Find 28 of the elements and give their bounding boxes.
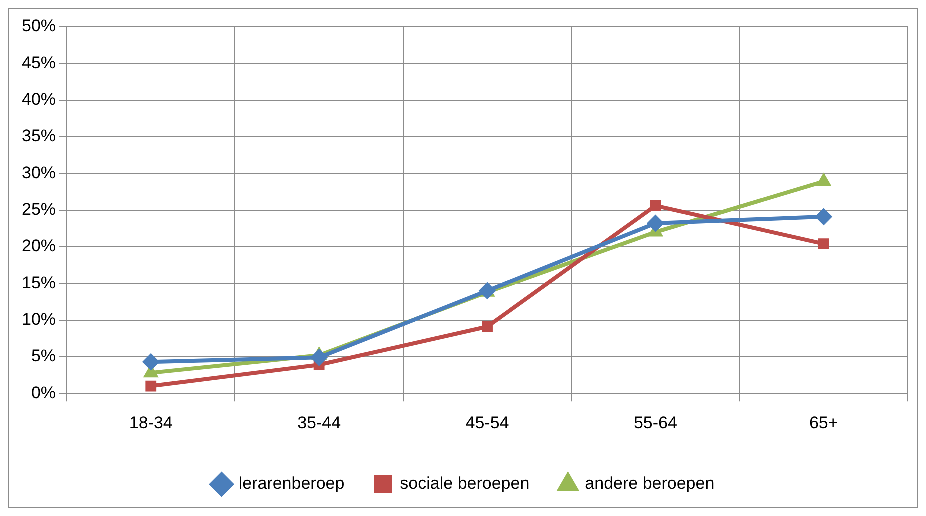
point — [479, 282, 496, 300]
y-tick-label: 15% — [22, 273, 56, 292]
legend-label: sociale beroepen — [400, 474, 530, 494]
point — [482, 321, 493, 332]
y-tick-label: 10% — [22, 310, 56, 329]
point — [146, 380, 157, 392]
y-tick-label: 5% — [31, 346, 56, 366]
point — [815, 208, 832, 226]
point — [818, 238, 830, 250]
y-tick-label: 0% — [31, 383, 56, 402]
x-tick-label: 18-34 — [129, 413, 173, 432]
y-tick-label: 35% — [22, 126, 56, 146]
y-tick-label: 50% — [22, 16, 56, 36]
y-tick-label: 40% — [22, 90, 56, 110]
legend-label: lerarenberoep — [238, 474, 345, 494]
legend-label: andere beroepen — [585, 474, 715, 494]
x-tick-label: 45-54 — [466, 413, 510, 432]
x-tick-label: 65+ — [809, 413, 838, 432]
y-tick-label: 25% — [22, 200, 56, 219]
point — [142, 354, 160, 371]
x-tick-label: 35-44 — [298, 413, 342, 432]
y-tick-label: 20% — [22, 236, 56, 256]
y-tick-label: 45% — [22, 53, 56, 72]
point — [310, 349, 328, 366]
point — [647, 215, 664, 232]
y-tick-label: 30% — [22, 163, 56, 182]
x-tick-label: 55-64 — [634, 413, 678, 432]
point — [650, 200, 662, 212]
